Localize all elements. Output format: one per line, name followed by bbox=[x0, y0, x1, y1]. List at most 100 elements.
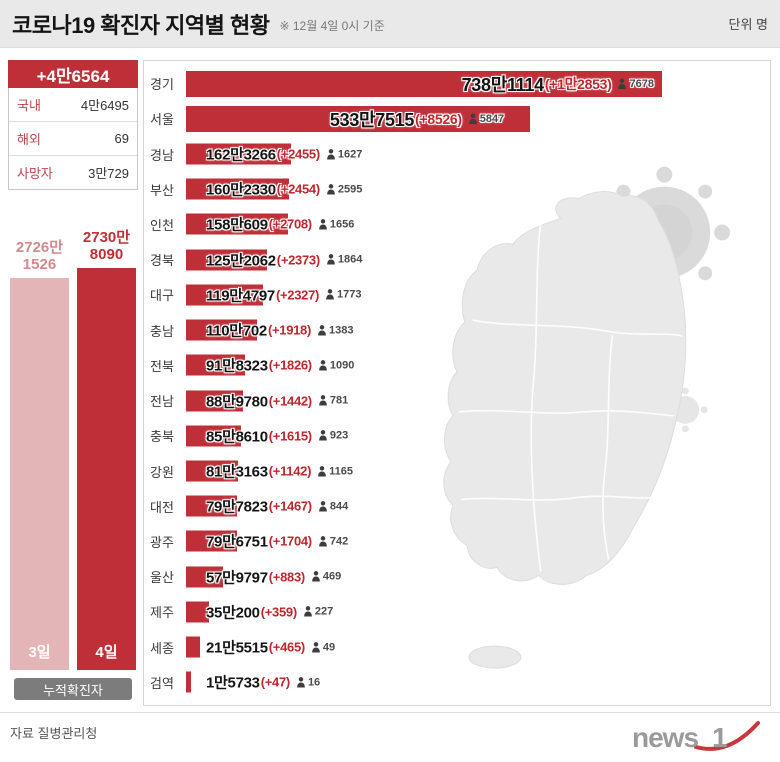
region-row: 경북 125만2062 (+2373) 1864 bbox=[150, 242, 766, 277]
region-bar bbox=[186, 354, 246, 376]
region-new: (+2327) bbox=[275, 287, 320, 303]
region-new: (+1142) bbox=[268, 463, 312, 479]
region-row: 전북 91만8323 (+1826) 1090 bbox=[150, 348, 766, 383]
region-total: 119만4797 bbox=[206, 287, 275, 305]
region-bar bbox=[186, 566, 224, 588]
value-group: 110만702 (+1918) 1383 bbox=[206, 320, 354, 341]
stat-value: 69 bbox=[114, 131, 129, 146]
stat-row-domestic: 국내 4만6495 bbox=[9, 88, 137, 122]
region-total: 81만3163 bbox=[206, 463, 268, 481]
person-icon bbox=[311, 641, 321, 653]
cumulative-value-bottom: 1526 bbox=[22, 255, 57, 273]
region-total: 35만200 bbox=[206, 604, 260, 622]
stat-label: 해외 bbox=[17, 132, 41, 147]
region-total: 85만8610 bbox=[206, 428, 268, 446]
region-new: (+2455) bbox=[276, 146, 320, 162]
stat-label: 사망자 bbox=[17, 166, 53, 181]
region-bar-area: 1만5733 (+47) 16 bbox=[186, 665, 766, 700]
stat-value: 4만6495 bbox=[80, 98, 129, 113]
region-bar-area: 79만6751 (+1704) 742 bbox=[186, 524, 766, 559]
region-row: 경남 162만3266 (+2455) 1627 bbox=[150, 136, 766, 171]
regional-chart: 경기 738만1114 (+1만2853) 7678 서울 533만7515 bbox=[143, 60, 771, 706]
region-new: (+47) bbox=[260, 674, 291, 690]
region-bar bbox=[186, 178, 290, 200]
region-bar-area: 738만1114 (+1만2853) 7678 bbox=[186, 66, 766, 101]
day-label: 4일 bbox=[95, 644, 118, 661]
region-bar bbox=[186, 284, 263, 306]
region-row: 울산 57만9797 (+883) 469 bbox=[150, 559, 766, 594]
region-new: (+1615) bbox=[268, 428, 312, 444]
region-bar-area: 533만7515 (+8526) 5847 bbox=[186, 101, 766, 136]
region-bar-area: 158만609 (+2708) 1656 bbox=[186, 207, 766, 242]
person-icon bbox=[311, 571, 321, 583]
person-icon bbox=[326, 183, 336, 195]
news1-logo: news 1 bbox=[630, 715, 770, 762]
person-icon bbox=[318, 395, 328, 407]
person-icon bbox=[296, 676, 306, 688]
region-bar bbox=[186, 213, 288, 235]
value-group: 1만5733 (+47) 16 bbox=[206, 672, 320, 693]
region-rows: 경기 738만1114 (+1만2853) 7678 서울 533만7515 bbox=[150, 66, 766, 700]
value-group: 738만1114 (+1만2853) 7678 bbox=[462, 71, 654, 97]
region-row: 충북 85만8610 (+1615) 923 bbox=[150, 418, 766, 453]
stat-row-overseas: 해외 69 bbox=[9, 122, 137, 156]
region-bar-area: 125만2062 (+2373) 1864 bbox=[186, 242, 766, 277]
region-new: (+2708) bbox=[268, 216, 312, 232]
person-count: 2595 bbox=[337, 183, 363, 196]
region-total: 79만6751 bbox=[206, 533, 268, 551]
region-new: (+1만2853) bbox=[544, 75, 612, 92]
header: 코로나19 확진자 지역별 현황 ※ 12월 4일 0시 기준 단위 명 bbox=[0, 0, 780, 48]
region-bar bbox=[186, 530, 238, 552]
person-count: 923 bbox=[329, 429, 349, 442]
region-total: 125만2062 bbox=[206, 252, 276, 270]
region-bar-area: 162만3266 (+2455) 1627 bbox=[186, 136, 766, 171]
region-new: (+1442) bbox=[268, 393, 312, 409]
region-total: 88만9780 bbox=[206, 393, 268, 411]
region-bar-area: 110만702 (+1918) 1383 bbox=[186, 313, 766, 348]
region-label: 대전 bbox=[150, 499, 174, 515]
value-group: 158만609 (+2708) 1656 bbox=[206, 214, 354, 235]
as-of-date: ※ 12월 4일 0시 기준 bbox=[279, 19, 385, 33]
person-icon bbox=[318, 359, 328, 371]
region-row: 대전 79만7823 (+1467) 844 bbox=[150, 489, 766, 524]
svg-text:1: 1 bbox=[712, 722, 728, 753]
person-count: 844 bbox=[329, 500, 349, 513]
stat-label: 국내 bbox=[17, 98, 41, 113]
region-label: 서울 bbox=[150, 112, 174, 128]
person-count: 1864 bbox=[337, 253, 363, 266]
region-bar-area: 91만8323 (+1826) 1090 bbox=[186, 348, 766, 383]
value-group: 162만3266 (+2455) 1627 bbox=[206, 144, 362, 165]
region-new: (+2373) bbox=[276, 252, 320, 268]
region-label: 충북 bbox=[150, 429, 174, 445]
region-bar bbox=[186, 671, 191, 693]
region-bar bbox=[186, 249, 267, 271]
person-icon bbox=[617, 78, 627, 90]
svg-text:news: news bbox=[632, 722, 698, 753]
region-row: 제주 35만200 (+359) 227 bbox=[150, 594, 766, 629]
region-new: (+1704) bbox=[268, 533, 312, 549]
region-new: (+1826) bbox=[268, 357, 312, 373]
cumulative-value-bottom: 8090 bbox=[89, 245, 124, 263]
person-count: 1090 bbox=[329, 359, 355, 372]
region-bar-area: 119만4797 (+2327) 1773 bbox=[186, 277, 766, 312]
value-group: 57만9797 (+883) 469 bbox=[206, 566, 341, 587]
region-bar-area: 21만5515 (+465) 49 bbox=[186, 630, 766, 665]
value-group: 35만200 (+359) 227 bbox=[206, 601, 333, 622]
cumulative-bar-day4: 4일 bbox=[77, 268, 136, 670]
region-bar-area: 160만2330 (+2454) 2595 bbox=[186, 172, 766, 207]
region-new: (+8526) bbox=[415, 110, 462, 127]
region-label: 부산 bbox=[150, 182, 174, 198]
person-icon bbox=[317, 465, 327, 477]
region-bar bbox=[186, 460, 239, 482]
value-group: 85만8610 (+1615) 923 bbox=[206, 425, 348, 446]
cumulative-bar-day3: 3일 bbox=[10, 278, 69, 670]
region-label: 충남 bbox=[150, 323, 174, 339]
region-label: 전북 bbox=[150, 358, 174, 374]
person-count: 1656 bbox=[329, 218, 355, 231]
cumulative-col-day3: 2726만 1526 3일 bbox=[10, 239, 69, 670]
region-bar bbox=[186, 105, 530, 132]
person-count: 5847 bbox=[479, 112, 505, 125]
region-row: 세종 21만5515 (+465) 49 bbox=[150, 630, 766, 665]
value-group: 119만4797 (+2327) 1773 bbox=[206, 284, 362, 305]
